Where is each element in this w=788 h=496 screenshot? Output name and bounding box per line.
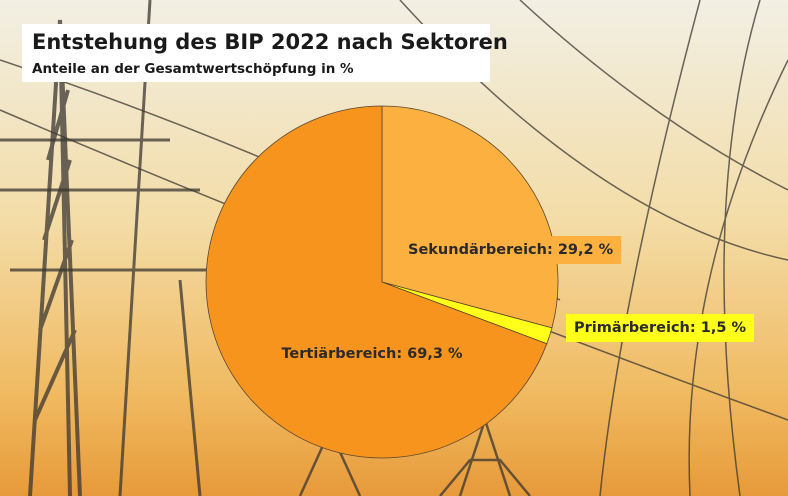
chart-title: Entstehung des BIP 2022 nach Sektoren xyxy=(32,30,508,54)
title-box xyxy=(22,24,490,82)
chart-subtitle: Anteile an der Gesamtwertschöpfung in % xyxy=(32,61,354,77)
data-label: Sekundärbereich: 29,2 % xyxy=(408,242,614,258)
labels: Sekundärbereich: 29,2 % Primärbereich: 1,… xyxy=(281,236,754,362)
pie-slice xyxy=(381,105,559,329)
data-label: Primärbereich: 1,5 % xyxy=(574,320,746,336)
pie xyxy=(205,105,559,459)
pie-slice xyxy=(205,105,548,459)
label-box xyxy=(566,314,754,342)
label-box xyxy=(400,236,622,264)
data-label: Tertiärbereich: 69,3 % xyxy=(281,346,463,362)
